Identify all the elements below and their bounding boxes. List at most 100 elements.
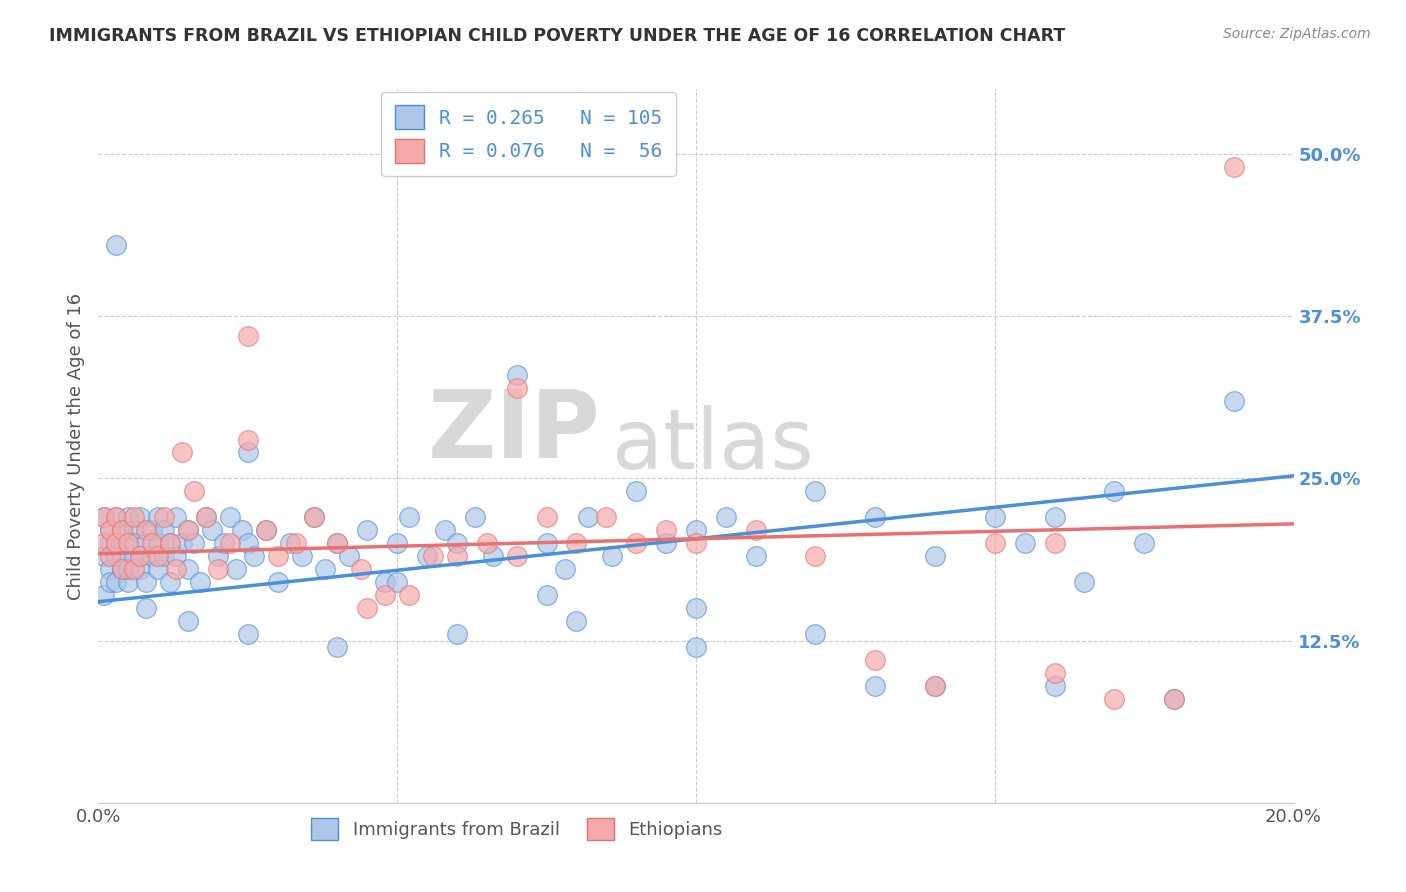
Point [745,549,768,564]
Point [804,484,827,499]
Point [231,524,253,538]
Point [1073,575,1095,590]
Point [374,575,396,590]
Point [385,536,409,550]
Point [374,588,396,602]
Point [685,640,707,654]
Point [124,524,146,538]
Point [172,536,194,550]
Point [565,614,588,628]
Point [254,524,277,538]
Point [655,524,678,538]
Point [124,536,146,550]
Point [183,484,205,499]
Point [188,575,211,590]
Point [219,510,242,524]
Point [135,575,157,590]
Point [339,549,361,564]
Point [111,549,134,564]
Point [117,536,139,550]
Point [554,562,576,576]
Point [212,536,235,550]
Text: ZIP: ZIP [427,385,600,478]
Point [93,549,115,564]
Point [129,549,152,564]
Point [446,549,468,564]
Point [865,653,887,667]
Point [398,588,420,602]
Point [105,510,128,524]
Point [165,510,187,524]
Point [302,510,325,524]
Point [595,510,617,524]
Point [254,524,277,538]
Point [536,536,558,550]
Point [129,549,152,564]
Point [177,614,200,628]
Point [117,510,139,524]
Point [111,562,134,576]
Point [129,510,152,524]
Point [1133,536,1156,550]
Point [385,575,409,590]
Point [865,679,887,693]
Point [1043,536,1066,550]
Point [745,524,768,538]
Point [117,575,139,590]
Point [141,549,163,564]
Point [482,549,505,564]
Point [207,549,229,564]
Point [356,524,378,538]
Point [350,562,373,576]
Point [464,510,486,524]
Point [135,601,157,615]
Point [236,627,259,641]
Point [626,484,648,499]
Point [153,549,176,564]
Point [446,627,468,641]
Point [565,536,588,550]
Point [141,524,163,538]
Point [924,679,946,693]
Point [117,536,139,550]
Point [984,510,1007,524]
Point [135,524,157,538]
Point [446,536,468,550]
Text: atlas: atlas [613,406,814,486]
Point [93,510,115,524]
Point [326,640,349,654]
Point [105,510,128,524]
Point [141,536,163,550]
Point [422,549,444,564]
Point [1223,393,1246,408]
Point [865,510,887,524]
Point [201,524,224,538]
Point [804,627,827,641]
Point [602,549,624,564]
Point [626,536,648,550]
Text: Source: ZipAtlas.com: Source: ZipAtlas.com [1223,27,1371,41]
Point [98,524,122,538]
Point [124,562,146,576]
Point [105,575,128,590]
Point [236,445,259,459]
Point [1104,484,1126,499]
Point [183,536,205,550]
Point [105,536,128,550]
Point [326,536,349,550]
Point [165,562,187,576]
Point [685,536,707,550]
Point [416,549,439,564]
Point [105,536,128,550]
Point [506,549,529,564]
Point [105,238,128,252]
Point [148,536,170,550]
Point [111,524,134,538]
Point [177,524,200,538]
Point [506,368,529,382]
Point [1014,536,1036,550]
Point [153,524,176,538]
Point [267,575,290,590]
Legend: Immigrants from Brazil, Ethiopians: Immigrants from Brazil, Ethiopians [304,811,730,847]
Point [98,524,122,538]
